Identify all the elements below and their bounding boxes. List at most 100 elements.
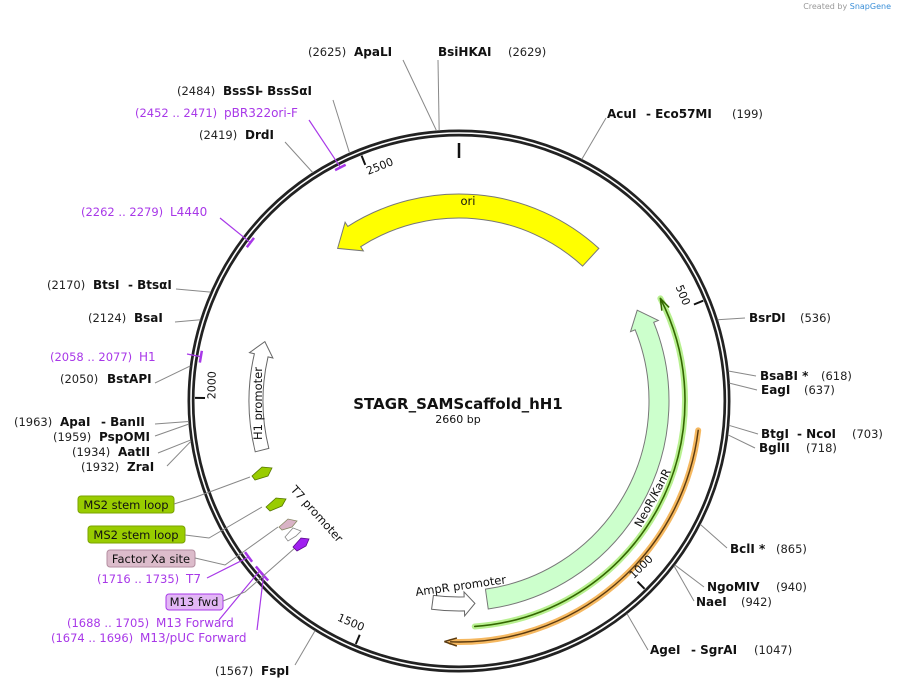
svg-text:(2170): (2170) (47, 278, 85, 292)
svg-text:BsaI: BsaI (134, 311, 163, 325)
leader-lines (154, 59, 759, 666)
ms2-stem-loop-arrow-2[interactable] (265, 497, 287, 512)
site-bcli[interactable]: BclI * (865) (730, 542, 807, 556)
svg-text:NgoMIV: NgoMIV (707, 580, 760, 594)
site-apali[interactable]: (2625) ApaLI (308, 45, 392, 59)
primer-t7[interactable]: (1716 .. 1735) T7 (97, 572, 201, 586)
site-zrai[interactable]: (1932) ZraI (81, 460, 154, 474)
svg-text:PspOMI: PspOMI (99, 430, 150, 444)
site-agei[interactable]: AgeI - SgrAI (1047) (650, 643, 792, 657)
svg-text:ApaI: ApaI (60, 415, 90, 429)
svg-text:BglII: BglII (759, 441, 790, 455)
primer-pbr322ori-f[interactable]: (2452 .. 2471) pBR322ori-F (135, 106, 298, 120)
site-bsabi[interactable]: BsaBI * (618) (760, 369, 852, 383)
factor-xa-site-arrow[interactable] (278, 518, 298, 531)
svg-text:BsiHKAI: BsiHKAI (438, 45, 492, 59)
svg-text:BtgI: BtgI (761, 427, 789, 441)
primer-h1[interactable]: (2058 .. 2077) H1 (50, 350, 156, 364)
primer-mark[interactable] (245, 237, 256, 249)
svg-text:(2625): (2625) (308, 45, 346, 59)
svg-text:- BtsαI: - BtsαI (128, 278, 172, 292)
feature-neor-kanr-arrow[interactable] (484, 309, 670, 610)
credit-brand: SnapGene (849, 2, 891, 11)
ms2-stem-loop-label-2[interactable]: MS2 stem loop (87, 525, 186, 544)
primer-mark[interactable] (198, 350, 204, 363)
svg-text:- NcoI: - NcoI (797, 427, 836, 441)
site-naei[interactable]: NaeI (942) (696, 595, 772, 609)
svg-text:(1959): (1959) (53, 430, 91, 444)
svg-text:(865): (865) (776, 542, 807, 556)
svg-text:L4440: L4440 (170, 205, 207, 219)
ms2-stem-loop-arrow-1[interactable] (251, 466, 273, 481)
svg-text:BssSI: BssSI (223, 84, 260, 98)
svg-text:(2050): (2050) (60, 372, 98, 386)
site-btsi[interactable]: (2170) BtsI - BtsαI (47, 278, 172, 292)
tick-mark-1500 (354, 634, 361, 645)
primer-mark[interactable] (244, 551, 254, 563)
svg-text:BsaBI *: BsaBI * (760, 369, 809, 383)
factor-xa-label-text: Factor Xa site (112, 552, 190, 566)
site-leader-line (174, 319, 201, 323)
svg-text:(718): (718) (806, 441, 837, 455)
site-btgi[interactable]: BtgI - NcoI (703) (761, 427, 883, 441)
ms2-stem-loop-label-1[interactable]: MS2 stem loop (77, 495, 175, 514)
m13-fwd-arrow[interactable] (292, 537, 310, 552)
tick-label-1500: 1500 (335, 611, 366, 634)
site-leader-line (157, 439, 191, 454)
site-aatii[interactable]: (1934) AatII (72, 445, 150, 459)
site-pspomi[interactable]: (1959) PspOMI (53, 430, 150, 444)
site-leader-line (728, 424, 759, 435)
orange-orf-line (449, 429, 699, 643)
site-bstapi[interactable]: (2050) BstAPI (60, 372, 152, 386)
primer-l4440[interactable]: (2262 .. 2279) L4440 (81, 205, 207, 219)
site-leader-line (728, 370, 757, 377)
site-bglii[interactable]: BglII (718) (759, 441, 837, 455)
t7-promoter-arrow[interactable] (284, 527, 302, 542)
site-leader-line (294, 630, 316, 666)
site-bsssi[interactable]: (2484) BssSI- BssSαI (177, 84, 312, 98)
factor-xa-site-label[interactable]: Factor Xa site (106, 549, 196, 568)
svg-text:EagI: EagI (761, 383, 790, 397)
site-leader-line (674, 564, 705, 588)
feature-ampr-promoter-arrow[interactable] (431, 590, 476, 618)
svg-text:(2124): (2124) (88, 311, 126, 325)
site-leader-line (699, 523, 728, 549)
feature-ori-arrow[interactable] (336, 193, 600, 267)
primer-mark[interactable] (259, 570, 270, 582)
primer-mark[interactable] (334, 163, 347, 172)
tick-label-2500: 2500 (364, 155, 395, 177)
site-ngomiv[interactable]: NgoMIV (940) (707, 580, 807, 594)
feature-h1-promoter-arrow[interactable] (248, 340, 274, 453)
svg-text:(942): (942) (741, 595, 772, 609)
primer-m13-puc-forward[interactable]: (1674 .. 1696) M13/pUC Forward (51, 631, 247, 645)
tick-label-500: 500 (673, 283, 693, 307)
site-leader-line (332, 99, 351, 154)
feature-label-h1-promoter[interactable]: H1 promoter (251, 367, 265, 440)
site-bsihkai[interactable]: BsiHKAI (2629) (438, 45, 546, 59)
site-acui[interactable]: AcuI - Eco57MI (199) (607, 107, 763, 121)
svg-text:(1934): (1934) (72, 445, 110, 459)
ms2-label-text: MS2 stem loop (93, 528, 178, 542)
site-drdi[interactable]: (2419) DrdI (199, 128, 274, 142)
primer-m13-forward[interactable]: (1688 .. 1705) M13 Forward (67, 616, 234, 630)
site-eagi[interactable]: EagI (637) (761, 383, 835, 397)
m13-fwd-label[interactable]: M13 fwd (165, 593, 224, 611)
svg-text:(618): (618) (821, 369, 852, 383)
neor-orf-arrowhead (659, 297, 670, 311)
site-apai[interactable]: (1963) ApaI - BanII (14, 415, 145, 429)
svg-text:(1932): (1932) (81, 460, 119, 474)
site-leader-line (284, 141, 314, 174)
svg-text:(637): (637) (804, 383, 835, 397)
svg-text:NaeI: NaeI (696, 595, 727, 609)
feature-label-ori[interactable]: ori (461, 194, 476, 208)
site-bsrdi[interactable]: BsrDI (536) (749, 311, 831, 325)
tick-label-1000: 1000 (627, 553, 656, 582)
svg-text:M13/pUC Forward: M13/pUC Forward (140, 631, 247, 645)
primer-leader-line (218, 571, 260, 621)
site-bsai[interactable]: (2124) BsaI (88, 311, 163, 325)
site-fspi[interactable]: (1567) FspI (215, 664, 289, 678)
ms2-label-text: MS2 stem loop (83, 498, 168, 512)
site-leader-line (175, 288, 211, 293)
svg-text:AatII: AatII (118, 445, 150, 459)
